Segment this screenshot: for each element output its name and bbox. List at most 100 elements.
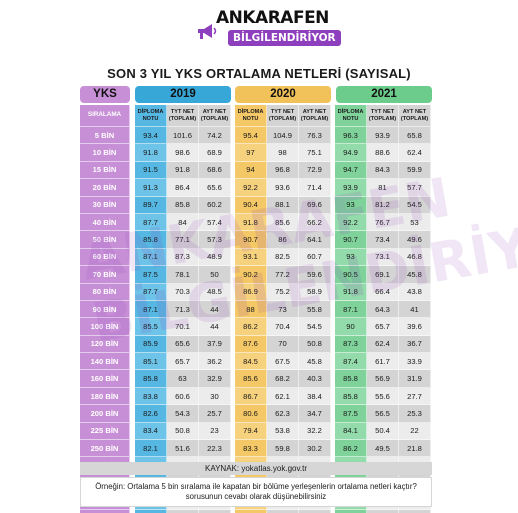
diploma-cell-2021: 87.5 (335, 405, 367, 423)
tyt-cell-2019: 91.8 (167, 161, 199, 180)
diploma-cell-2020: 90.7 (235, 231, 267, 249)
rank-cell: 5 BİN (80, 127, 130, 145)
ayt-cell-2019: 68.6 (199, 161, 231, 180)
diploma-cell-2019: 83.4 (135, 422, 167, 441)
ayt-cell-2020: 72.9 (299, 161, 331, 180)
ayt-cell-2020: 71.4 (299, 179, 331, 197)
tyt-cell-2021: 64.3 (367, 300, 399, 319)
tyt-cell-2021: 65.7 (367, 318, 399, 336)
table-row: 100 BİN 85.5 70.1 44 86.2 70.4 54.5 90 65.7 39.6 (80, 318, 432, 336)
ayt-cell-2021: 65.8 (399, 127, 431, 145)
rank-cell: 350 BİN (80, 509, 130, 513)
diploma-cell-2019: 87.1 (135, 300, 167, 319)
diploma-cell-2020: 93.1 (235, 248, 267, 267)
tyt-cell-2019: 44.7 (167, 509, 199, 513)
table-row: 60 BİN 87.1 87.3 48.9 93.1 82.5 60.7 93 73.1 46.8 (80, 248, 432, 267)
diploma-cell-2020: 92.2 (235, 179, 267, 197)
tyt-cell-2021: 56.9 (367, 370, 399, 388)
tyt-cell-2020: 62.3 (267, 405, 299, 423)
ayt-cell-2019: 30 (199, 387, 231, 406)
ayt-cell-2019: 74.2 (199, 127, 231, 145)
diploma-cell-2020: 83.3 (235, 440, 267, 458)
diploma-cell-2019: 87.1 (135, 248, 167, 267)
diploma-cell-2019: 93.4 (135, 127, 167, 145)
diploma-cell-2019: 87.7 (135, 213, 167, 232)
tyt-cell-2021: 93.9 (367, 127, 399, 145)
rank-cell: 180 BİN (80, 387, 130, 406)
tyt-cell-2020: 93.6 (267, 179, 299, 197)
tyt-cell-2021: 50.4 (367, 422, 399, 441)
diploma-cell-2019: 85.8 (135, 370, 167, 388)
tyt-cell-2020: 62.1 (267, 387, 299, 406)
tyt-cell-2019: 63 (167, 370, 199, 388)
rank-cell: 225 BİN (80, 422, 130, 441)
diploma-cell-2019: 91.8 (135, 144, 167, 162)
tyt-cell-2021: 62.4 (367, 335, 399, 354)
rank-cell: 70 BİN (80, 266, 130, 284)
rank-cell: 140 BİN (80, 353, 130, 371)
ayt-cell-2021: 43.8 (399, 283, 431, 301)
yks-header: YKS (80, 86, 130, 103)
tyt-cell-2020: 82.5 (267, 248, 299, 267)
ayt-cell-2019: 50 (199, 266, 231, 284)
rank-cell: 200 BİN (80, 405, 130, 423)
diploma-cell-2021: 85.8 (335, 387, 367, 406)
rank-cell: 250 BİN (80, 440, 130, 458)
diploma-cell-2019: 87.7 (135, 283, 167, 301)
ayt-cell-2021: 25.3 (399, 405, 431, 423)
ayt-cell-2021: 59.9 (399, 161, 431, 180)
tyt-cell-2021: 84.3 (367, 161, 399, 180)
logo-main-text: ANKARAFEN (216, 8, 329, 28)
year-header-2021: 2021 (336, 86, 432, 103)
ayt-cell-2020: 45.8 (299, 353, 331, 371)
rank-cell: 15 BİN (80, 161, 130, 180)
ayt-cell-2019: 57.3 (199, 231, 231, 249)
tyt-cell-2021: 55.6 (367, 387, 399, 406)
tyt-cell-2021: 56.5 (367, 405, 399, 423)
table-row: 160 BİN 85.8 63 32.9 85.6 68.2 40.3 85.8 56.9 31.… (80, 370, 432, 388)
logo-sub-text: BİLGİLENDİRİYOR (228, 30, 341, 46)
table-row: 70 BİN 87.5 78.1 50 90.2 77.2 59.6 90.5 69.1 45.8 (80, 266, 432, 284)
tyt-cell-2019: 70.3 (167, 283, 199, 301)
diploma-cell-2021: 92.2 (335, 213, 367, 232)
tyt-cell-2019: 86.4 (167, 179, 199, 197)
tyt-cell-2021: 76.7 (367, 213, 399, 232)
diploma-cell-2020: 86.9 (235, 283, 267, 301)
diploma-cell-2021: 90 (335, 318, 367, 336)
tyt-cell-2019: 71.3 (167, 300, 199, 319)
diploma-cell-2021: 90.5 (335, 266, 367, 284)
diploma-cell-2019: 85.1 (135, 353, 167, 371)
source-line: KAYNAK: yokatlas.yok.gov.tr (80, 462, 432, 475)
tyt-cell-2020: 104.9 (267, 127, 299, 145)
ayt-cell-2020: 55.8 (299, 300, 331, 319)
table-row: 40 BİN 87.7 84 57.4 91.8 85.6 66.2 92.2 76.7 53 (80, 213, 432, 232)
page-title: SON 3 YIL YKS ORTALAMA NETLERİ (SAYISAL) (107, 66, 411, 81)
table-row: 90 BİN 87.1 71.3 44 88 73 55.8 87.1 64.3 41 (80, 300, 432, 319)
tyt-header-2019: TYT NET (TOPLAM) (167, 105, 199, 127)
tyt-cell-2021: 81 (367, 179, 399, 197)
diploma-cell-2020: 77.3 (235, 509, 267, 513)
diploma-cell-2021: 94.9 (335, 144, 367, 162)
tyt-cell-2019: 50.8 (167, 422, 199, 441)
diploma-cell-2020: 79.4 (235, 422, 267, 441)
diploma-header-2021: DİPLOMA NOTU (335, 105, 367, 127)
ayt-cell-2020: 32.2 (299, 422, 331, 441)
ayt-cell-2020: 76.3 (299, 127, 331, 145)
table-row: 5 BİN 93.4 101.6 74.2 95.4 104.9 76.3 96.3 93.9 6… (80, 127, 432, 145)
table-row: 15 BİN 91.5 91.8 68.6 94 96.8 72.9 94.7 84.3 59.9 (80, 161, 432, 180)
rank-cell: 20 BİN (80, 179, 130, 197)
diploma-cell-2019: 85.9 (135, 335, 167, 354)
tyt-cell-2020: 96.8 (267, 161, 299, 180)
ayt-cell-2019: 23 (199, 422, 231, 441)
diploma-cell-2020: 91.8 (235, 213, 267, 232)
ayt-cell-2019: 15.9 (199, 509, 231, 513)
diploma-cell-2021: 96.3 (335, 127, 367, 145)
table-row: 250 BİN 82.1 51.6 22.3 83.3 59.8 30.2 86.2 49.5 2… (80, 440, 432, 458)
ayt-header-2020: AYT NET (TOPLAM) (299, 105, 331, 127)
diploma-cell-2021: 87.4 (335, 353, 367, 371)
tyt-cell-2019: 101.6 (167, 127, 199, 145)
tyt-cell-2020: 70 (267, 335, 299, 354)
ayt-cell-2019: 22.3 (199, 440, 231, 458)
ayt-cell-2020: 59.6 (299, 266, 331, 284)
ayt-cell-2021: 21.8 (399, 440, 431, 458)
